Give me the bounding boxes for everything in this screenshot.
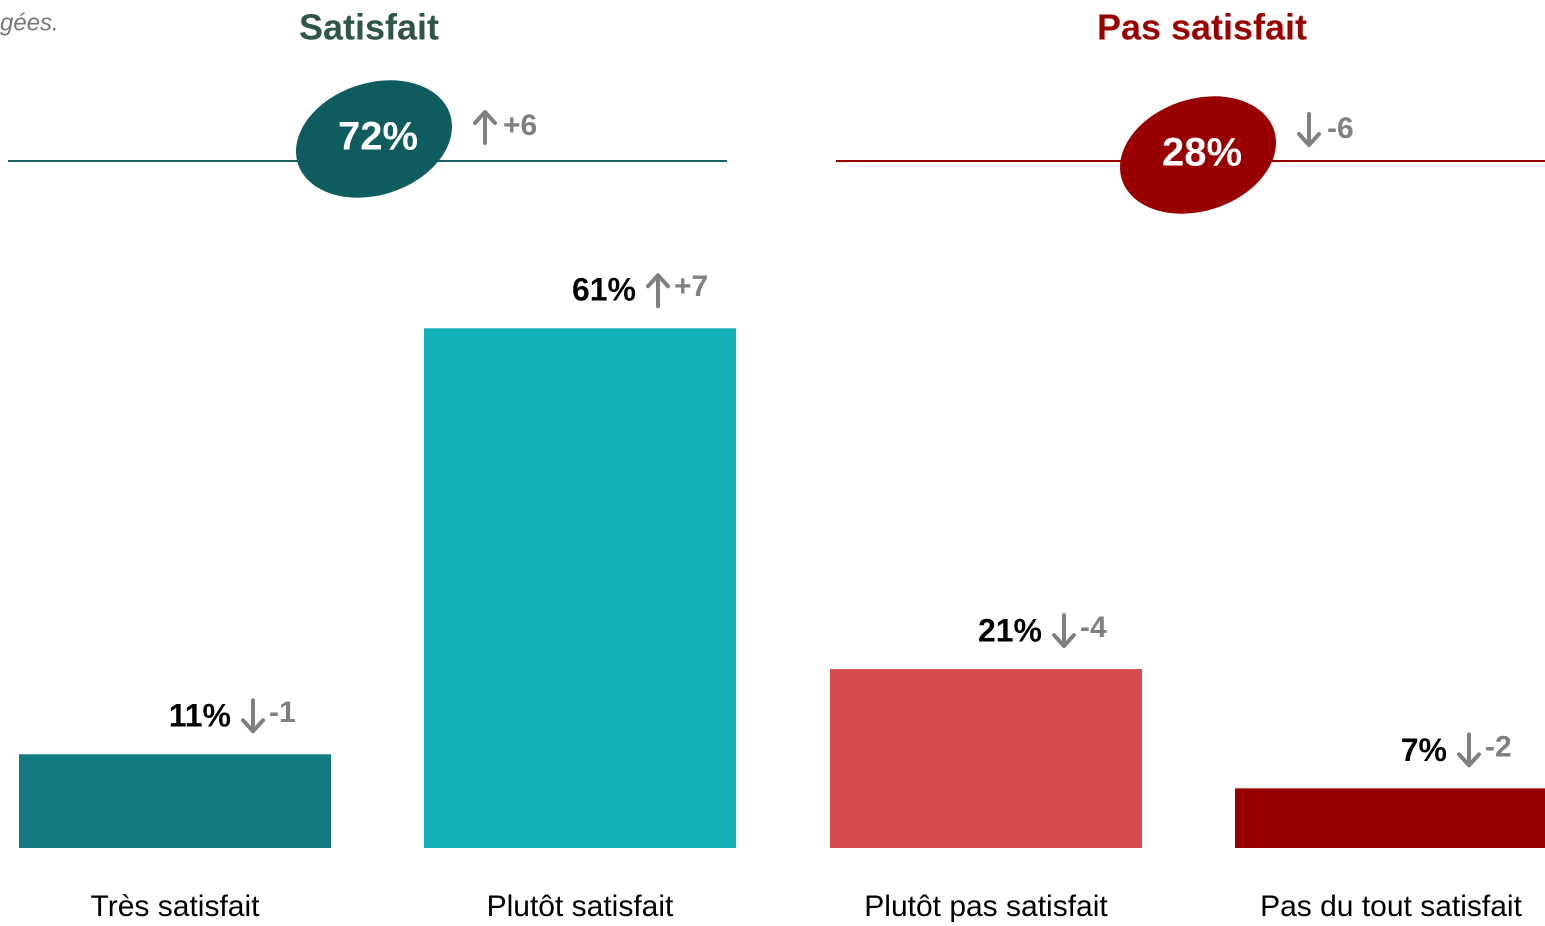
- change-arrow: [241, 698, 265, 734]
- bar-value-label: 61%: [572, 272, 636, 308]
- group-title: Satisfait: [299, 7, 439, 48]
- bar: [830, 669, 1142, 848]
- group-value: 72%: [338, 115, 418, 159]
- group-title: Pas satisfait: [1097, 7, 1307, 48]
- bar-change-label: -4: [1080, 611, 1107, 644]
- category-label: Plutôt pas satisfait: [864, 890, 1108, 923]
- bar: [1235, 788, 1545, 848]
- category-label: Pas du tout satisfait: [1260, 890, 1522, 923]
- change-arrow: [1052, 613, 1076, 649]
- group-badge: [295, 80, 453, 198]
- group-change: +6: [503, 109, 537, 142]
- bar-value-label: 21%: [978, 613, 1042, 649]
- category-label: Plutôt satisfait: [487, 890, 674, 923]
- bar: [19, 754, 331, 848]
- change-arrow: [646, 273, 670, 309]
- bar-value-label: 7%: [1401, 732, 1447, 768]
- category-label: Très satisfait: [91, 890, 261, 923]
- bar-value-label: 11%: [169, 698, 231, 734]
- change-arrow: [1297, 112, 1321, 147]
- group-change: -6: [1327, 112, 1354, 145]
- bar-change-label: -2: [1485, 730, 1512, 763]
- bar-change-label: +7: [674, 270, 708, 303]
- bar: [424, 328, 736, 848]
- bar-change-label: -1: [269, 696, 296, 729]
- change-arrow: [473, 110, 497, 145]
- change-arrow: [1457, 732, 1481, 768]
- group-value: 28%: [1162, 131, 1242, 175]
- annotation: gées.: [0, 9, 59, 36]
- group-badge: [1119, 96, 1277, 214]
